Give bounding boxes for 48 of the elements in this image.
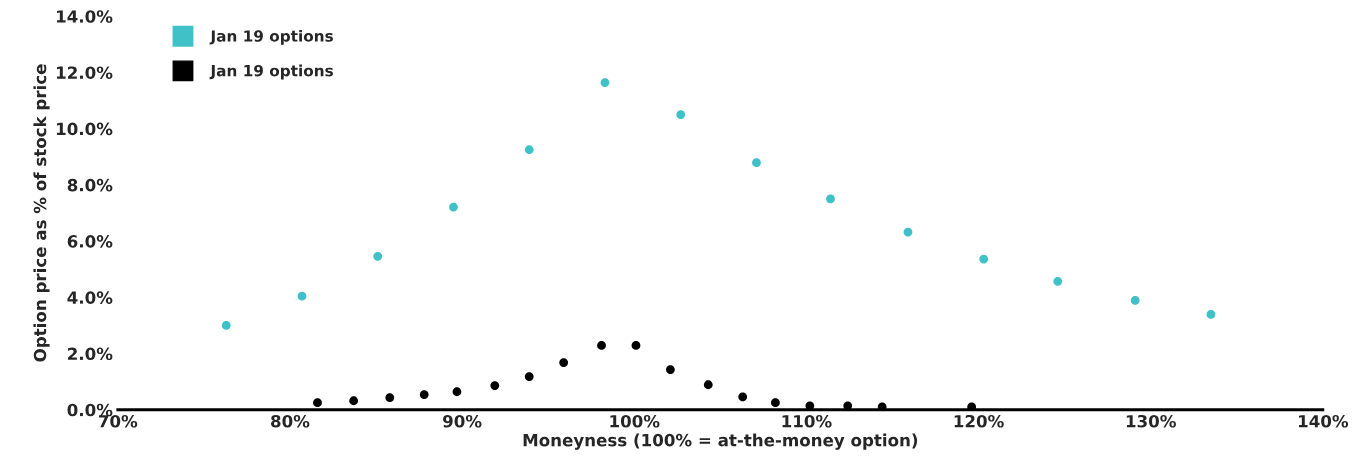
point bbox=[559, 358, 569, 367]
point bbox=[524, 372, 534, 381]
point bbox=[738, 392, 748, 402]
y-tick-label: 12.0% bbox=[57, 66, 113, 79]
point bbox=[297, 291, 307, 301]
point bbox=[1206, 310, 1216, 319]
point bbox=[449, 202, 458, 212]
x-tick-label: 110% bbox=[782, 414, 832, 428]
x-tick-label: 140% bbox=[1298, 414, 1349, 428]
point bbox=[490, 381, 500, 390]
point bbox=[600, 78, 610, 87]
x-axis-title: Moneyness (100% = at-the-money option) bbox=[523, 433, 918, 450]
x-tick-label: 90% bbox=[443, 414, 482, 428]
x-tick-label: 130% bbox=[1126, 414, 1176, 428]
point bbox=[903, 227, 913, 237]
point bbox=[373, 251, 383, 261]
y-tick-label: 2.0% bbox=[68, 347, 113, 361]
point bbox=[703, 380, 713, 390]
y-tick-label: 6.0% bbox=[67, 235, 113, 248]
point bbox=[979, 254, 989, 264]
point bbox=[524, 145, 534, 155]
point bbox=[221, 321, 231, 330]
point bbox=[1130, 296, 1140, 305]
y-tick-label: 0.0% bbox=[67, 403, 113, 417]
point bbox=[385, 393, 395, 403]
point bbox=[1053, 276, 1063, 286]
y-axis-title: Option price as % of stock price bbox=[33, 64, 50, 362]
x-tick-label: 80% bbox=[271, 414, 310, 428]
point bbox=[313, 398, 322, 408]
y-tick-label: 8.0% bbox=[67, 178, 113, 192]
point bbox=[597, 340, 606, 350]
point bbox=[752, 158, 761, 168]
y-tick-label: 4.0% bbox=[67, 291, 113, 304]
point bbox=[452, 387, 462, 397]
y-tick-label: 14.0% bbox=[57, 10, 113, 23]
x-tick-label: 120% bbox=[954, 414, 1004, 428]
x-tick-label: 70% bbox=[98, 414, 138, 428]
point bbox=[666, 365, 675, 374]
legend-label: Jan 19 options bbox=[209, 29, 333, 45]
point bbox=[826, 194, 835, 204]
point bbox=[676, 110, 686, 119]
y-tick-label: 10.0% bbox=[57, 122, 113, 136]
legend-label: Jan 19 options bbox=[209, 64, 333, 80]
point bbox=[349, 396, 359, 406]
point bbox=[419, 390, 429, 399]
x-tick-label: 100% bbox=[610, 414, 660, 428]
point bbox=[771, 398, 780, 408]
point bbox=[631, 340, 641, 350]
